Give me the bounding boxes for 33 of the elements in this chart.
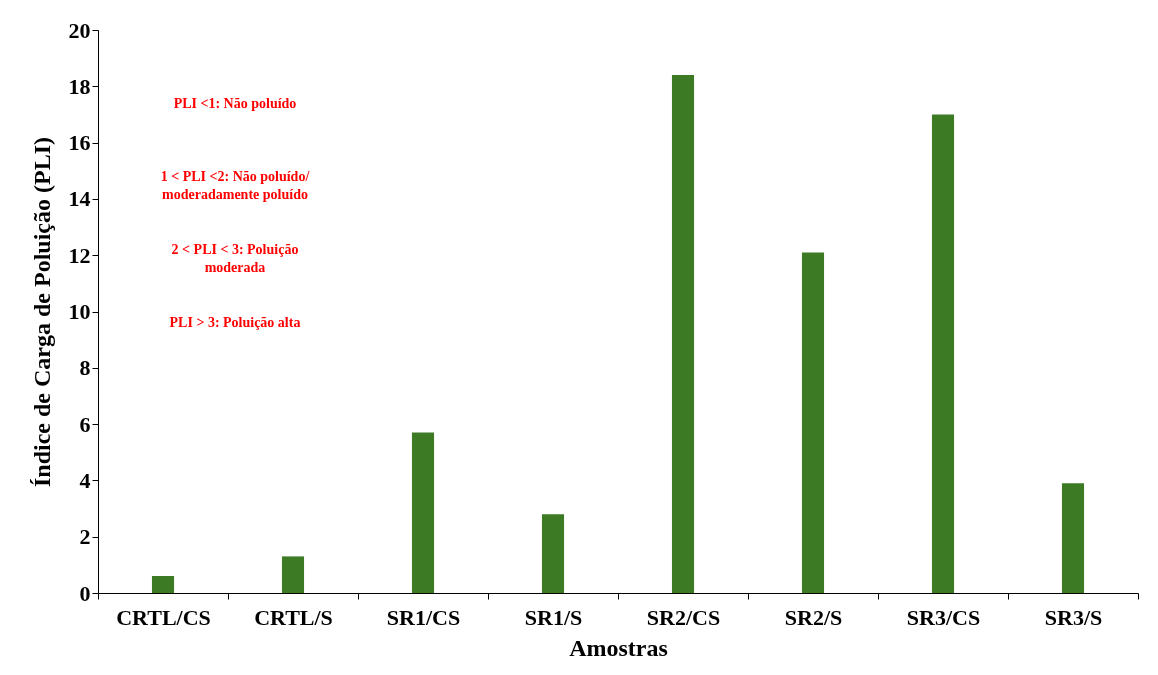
annotation: 1 < PLI <2: Não poluído/ moderadamente poluído [160, 169, 311, 202]
y-tick-label: 2 [79, 524, 91, 550]
x-tick-label: SR3/S [1044, 604, 1103, 630]
x-tick-label: CRTL/CS [116, 604, 211, 630]
y-tick-label: 4 [79, 467, 91, 493]
y-tick-label: 14 [68, 186, 91, 212]
y-tick-label: 0 [79, 580, 91, 606]
x-tick-label: SR3/CS [906, 604, 981, 630]
bar [411, 432, 435, 593]
x-tick-label: SR1/S [524, 604, 583, 630]
y-axis-title: Índice de Carga de Poluição (PLI) [28, 137, 55, 487]
bar [801, 252, 825, 593]
y-tick-label: 18 [68, 73, 91, 99]
y-tick-label: 16 [68, 130, 91, 156]
x-tick-label: SR2/S [784, 604, 843, 630]
x-axis-title: Amostras [569, 634, 668, 661]
y-tick-label: 8 [79, 355, 91, 381]
bar [151, 576, 175, 593]
x-tick-label: SR1/CS [386, 604, 461, 630]
annotation: PLI > 3: Poluição alta [169, 315, 301, 330]
y-tick-label: 6 [79, 411, 91, 437]
x-tick-label: SR2/CS [646, 604, 721, 630]
bar [671, 75, 695, 593]
y-tick-label: 20 [68, 17, 91, 43]
y-tick-label: 10 [68, 299, 91, 324]
bar [281, 556, 305, 593]
bar [1061, 483, 1085, 593]
annotation: 2 < PLI < 3: Poluição moderada [171, 242, 299, 275]
y-tick-label: 12 [68, 242, 91, 268]
bar [931, 114, 955, 593]
bar [541, 514, 565, 593]
annotation: PLI <1: Não poluído [173, 96, 297, 111]
x-tick-label: CRTL/S [254, 604, 333, 630]
